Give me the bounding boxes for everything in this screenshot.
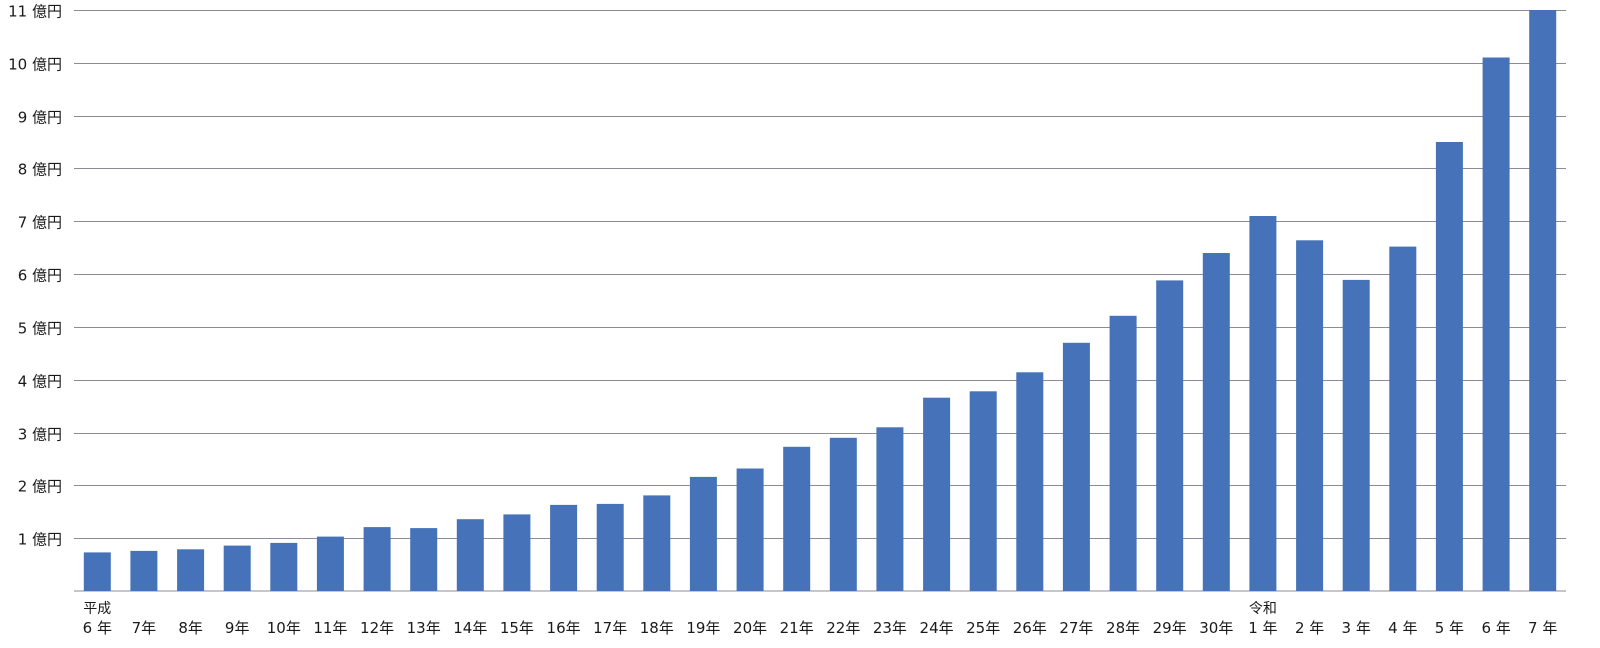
x-tick-label: 13年 <box>407 619 441 637</box>
bar <box>689 476 717 591</box>
y-tick-label: 11 億円 <box>8 3 62 21</box>
bar <box>410 528 438 591</box>
x-tick-label: 6 年 <box>1481 619 1510 637</box>
x-tick-label: 10年 <box>267 619 301 637</box>
bar <box>550 504 578 591</box>
bar <box>1109 315 1137 591</box>
x-tick-label: 9年 <box>225 619 250 637</box>
x-tick-label: 23年 <box>873 619 907 637</box>
x-tick-label: 12年 <box>360 619 394 637</box>
x-axis-tick-labels: 平成 6 年 7年 8年 9年 10年 11年 12年 13年 14年 15年 16年 17年 18年 19… <box>83 601 1558 637</box>
bar <box>783 446 811 591</box>
x-tick-label: 18年 <box>640 619 674 637</box>
bar <box>1342 279 1370 591</box>
y-tick-label: 8 億円 <box>18 161 62 179</box>
x-tick-era-label: 令和 <box>1249 601 1277 617</box>
bar <box>736 468 764 591</box>
bar <box>223 545 251 591</box>
bar <box>969 391 997 591</box>
x-tick-label: 15年 <box>500 619 534 637</box>
x-tick-label: 14年 <box>453 619 487 637</box>
x-tick-label: 30年 <box>1199 619 1233 637</box>
x-tick-label: 27年 <box>1059 619 1093 637</box>
y-tick-label: 4 億円 <box>18 373 62 391</box>
bar <box>876 427 904 591</box>
x-tick-label: 1 年 <box>1248 619 1277 637</box>
y-tick-label: 6 億円 <box>18 267 62 285</box>
x-tick-label: 7年 <box>132 619 157 637</box>
x-tick-label: 17年 <box>593 619 627 637</box>
x-tick-label: 26年 <box>1013 619 1047 637</box>
bar <box>83 552 111 591</box>
x-tick-label: 22年 <box>826 619 860 637</box>
bar <box>1482 57 1510 591</box>
bar <box>363 527 391 591</box>
bar <box>1249 216 1277 591</box>
bar <box>1016 372 1044 591</box>
x-tick-label: 2 年 <box>1295 619 1324 637</box>
x-tick-label: 20年 <box>733 619 767 637</box>
bars <box>83 10 1557 592</box>
bar <box>1529 10 1557 591</box>
bar <box>177 549 205 591</box>
gridlines <box>74 10 1566 592</box>
x-tick-label: 11年 <box>313 619 347 637</box>
bar <box>1296 240 1324 592</box>
bar <box>829 437 857 591</box>
x-tick-label: 24年 <box>920 619 954 637</box>
bar <box>643 495 671 591</box>
bar <box>316 536 344 591</box>
bar <box>503 514 531 591</box>
x-tick-label: 6 年 <box>83 619 112 637</box>
x-tick-label: 16年 <box>547 619 581 637</box>
bar <box>1435 142 1463 591</box>
x-tick-label: 21年 <box>780 619 814 637</box>
y-tick-label: 9 億円 <box>18 109 62 127</box>
bar <box>1156 280 1184 591</box>
bar <box>270 542 298 591</box>
y-tick-label: 5 億円 <box>18 320 62 338</box>
bar <box>456 519 484 591</box>
x-tick-label: 4 年 <box>1388 619 1417 637</box>
x-tick-label: 19年 <box>686 619 720 637</box>
y-tick-label: 3 億円 <box>18 426 62 444</box>
bar <box>130 550 158 591</box>
bar <box>596 503 624 591</box>
x-tick-label: 25年 <box>966 619 1000 637</box>
x-tick-era-label: 平成 <box>83 601 111 617</box>
y-tick-label: 1 億円 <box>18 531 62 549</box>
x-tick-label: 28年 <box>1106 619 1140 637</box>
bar <box>1202 253 1230 591</box>
x-tick-label: 3 年 <box>1342 619 1371 637</box>
x-tick-label: 7 年 <box>1528 619 1557 637</box>
y-axis-tick-labels: 1 億円 2 億円 3 億円 4 億円 5 億円 6 億円 7 億円 8 億円 9 億円 10 億… <box>8 3 62 549</box>
y-tick-label: 7 億円 <box>18 214 62 232</box>
y-tick-label: 2 億円 <box>18 478 62 496</box>
bar <box>1062 342 1090 591</box>
bar <box>1389 246 1417 591</box>
x-tick-label: 8年 <box>178 619 203 637</box>
x-tick-label: 5 年 <box>1435 619 1464 637</box>
x-tick-label: 29年 <box>1153 619 1187 637</box>
bar <box>923 397 951 591</box>
y-tick-label: 10 億円 <box>8 56 62 74</box>
